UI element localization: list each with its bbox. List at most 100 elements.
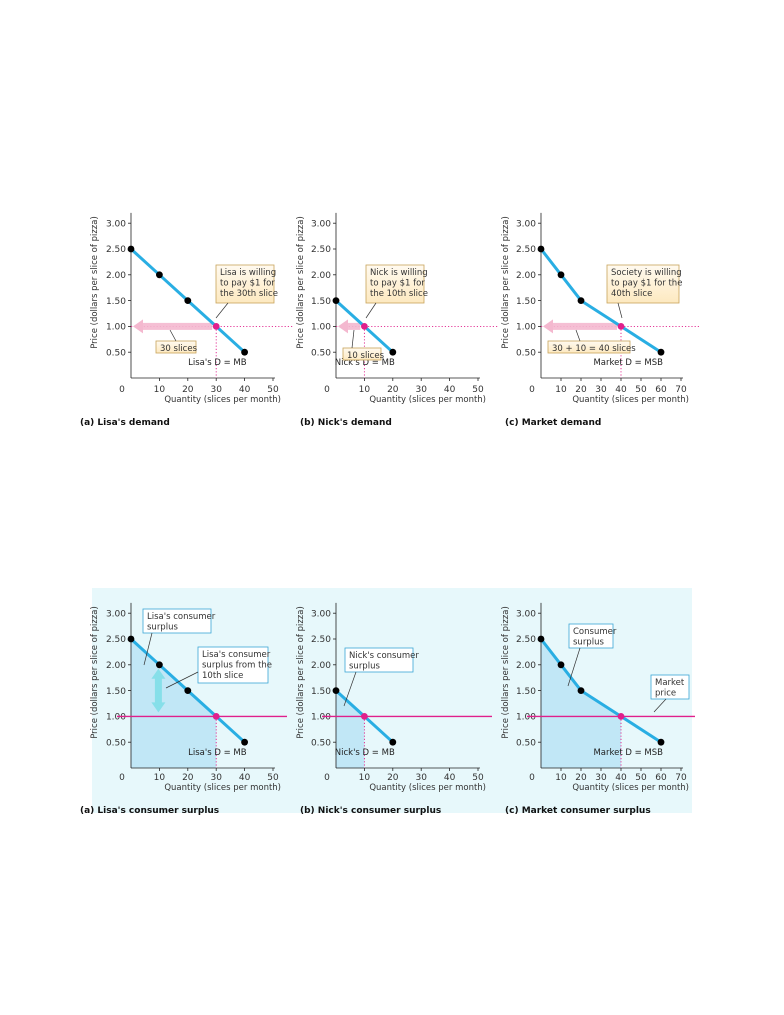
y-tick-label: 1.00	[311, 713, 331, 723]
data-point	[657, 348, 665, 356]
equilibrium-point	[361, 713, 368, 720]
callout-text: surplus	[349, 662, 380, 672]
quantity-label-box	[547, 340, 631, 354]
quantity-arrow-shaft	[346, 322, 361, 330]
x-tick-label: 10	[555, 773, 567, 783]
y-tick-label: 3.00	[106, 609, 126, 619]
x-tick-label: 60	[655, 385, 667, 395]
callout-box	[606, 264, 680, 304]
x-tick-label: 30	[595, 385, 607, 395]
x-tick-label: 30	[210, 773, 222, 783]
x-tick-label: 0	[119, 385, 125, 395]
leader-line	[567, 647, 581, 687]
data-point	[332, 687, 340, 694]
quantity-label-text: 30 slices	[160, 344, 198, 354]
data-point	[577, 297, 585, 304]
x-tick-label: 40	[444, 385, 456, 395]
data-point	[657, 738, 665, 746]
x-tick-label: 50	[267, 385, 279, 395]
equilibrium-point	[617, 323, 625, 330]
curve-label: Nick's D = MB	[335, 358, 395, 368]
y-tick-label: 0.50	[106, 348, 126, 358]
panel-3: 0.50 1.00 1.50 2.00 2.50 3.00 0 10 20 30 40 50 60 70Q…	[501, 212, 701, 428]
leader-line	[165, 671, 199, 689]
leader-line	[617, 302, 623, 319]
x-tick-label: 20	[575, 773, 587, 783]
surplus-arrow-head-up	[151, 668, 166, 679]
x-axis-title: Quantity (slices per month)	[164, 783, 281, 793]
callout-10th-text: 10th slice	[202, 671, 243, 681]
x-tick-label: 70	[675, 773, 687, 783]
y-tick-label: 2.50	[106, 245, 126, 255]
y-tick-label: 2.00	[311, 661, 331, 671]
x-tick-label: 10	[555, 385, 567, 395]
panel-title: (b) Nick's consumer surplus	[300, 806, 441, 816]
y-tick-label: 2.00	[516, 271, 536, 281]
x-tick-label: 0	[529, 773, 535, 783]
y-tick-label: 0.50	[106, 738, 126, 748]
callout-text: the 30th slice	[220, 289, 278, 299]
y-tick-label: 3.00	[516, 219, 536, 229]
data-point	[577, 687, 585, 694]
data-point	[557, 271, 565, 279]
x-axis-title: Quantity (slices per month)	[164, 395, 281, 405]
x-tick-label: 10	[154, 385, 166, 395]
y-tick-label: 1.00	[106, 323, 126, 333]
leader-line	[351, 329, 355, 349]
curve-label: Lisa's D = MB	[188, 748, 247, 758]
data-point	[156, 661, 163, 669]
y-tick-label: 2.00	[106, 271, 126, 281]
equilibrium-point	[617, 713, 625, 720]
callout-text: to pay $1 for the	[611, 279, 682, 289]
y-tick-label: 2.00	[516, 661, 536, 671]
y-tick-label: 1.00	[311, 323, 331, 333]
y-tick-label: 2.50	[106, 635, 126, 645]
x-tick-label: 50	[635, 773, 647, 783]
equilibrium-point	[212, 713, 220, 720]
quantity-arrow-shaft	[141, 322, 213, 330]
callout-text: Nick is willing	[370, 268, 428, 278]
callout-box	[365, 264, 425, 304]
panel-1: 0.50 1.00 1.50 2.00 2.50 3.00 0 10 20 30 40 50Quant…	[80, 212, 293, 428]
x-tick-label: 30	[595, 773, 607, 783]
x-tick-label: 40	[239, 385, 251, 395]
x-axis-title: Quantity (slices per month)	[572, 783, 689, 793]
y-tick-label: 0.50	[311, 738, 331, 748]
quantity-label-text: 10 slices	[347, 351, 385, 361]
y-axis-title: Price (dollars per slice of pizza)	[296, 216, 306, 349]
data-point	[389, 348, 397, 356]
curve-label: Nick's D = MB	[335, 748, 395, 758]
y-tick-label: 1.00	[106, 713, 126, 723]
y-tick-label: 2.50	[311, 245, 331, 255]
curve-label: Lisa's D = MB	[188, 358, 247, 368]
leader-line	[215, 302, 229, 319]
x-tick-label: 0	[324, 773, 330, 783]
panel-title: (a) Lisa's demand	[80, 418, 170, 428]
callout-text: the 10th slice	[370, 289, 428, 299]
x-tick-label: 30	[415, 385, 427, 395]
x-tick-label: 40	[615, 773, 627, 783]
callout-10th-text: surplus from the	[202, 661, 272, 671]
equilibrium-point	[361, 323, 368, 330]
callout-price-text: Market	[655, 678, 685, 688]
x-axis-title: Quantity (slices per month)	[572, 395, 689, 405]
callout-text: 40th slice	[611, 289, 652, 299]
y-tick-label: 0.50	[516, 348, 536, 358]
y-tick-label: 3.00	[311, 219, 331, 229]
y-tick-label: 1.50	[311, 297, 331, 307]
y-tick-label: 2.50	[516, 635, 536, 645]
y-tick-label: 0.50	[311, 348, 331, 358]
leader-line	[575, 329, 581, 342]
callout-text: surplus	[147, 623, 178, 633]
x-tick-label: 70	[675, 385, 687, 395]
x-tick-label: 60	[655, 773, 667, 783]
leader-line	[143, 632, 153, 666]
panel-title: (a) Lisa's consumer surplus	[80, 806, 219, 816]
y-tick-label: 3.00	[106, 219, 126, 229]
y-tick-label: 2.50	[311, 635, 331, 645]
panel-4: 0.50 1.00 1.50 2.00 2.50 3.00 0 10 20 30 40 50Quant…	[80, 602, 287, 816]
x-tick-label: 20	[182, 385, 194, 395]
surplus-arrow-shaft	[154, 677, 162, 704]
quantity-arrow-head	[543, 319, 553, 334]
